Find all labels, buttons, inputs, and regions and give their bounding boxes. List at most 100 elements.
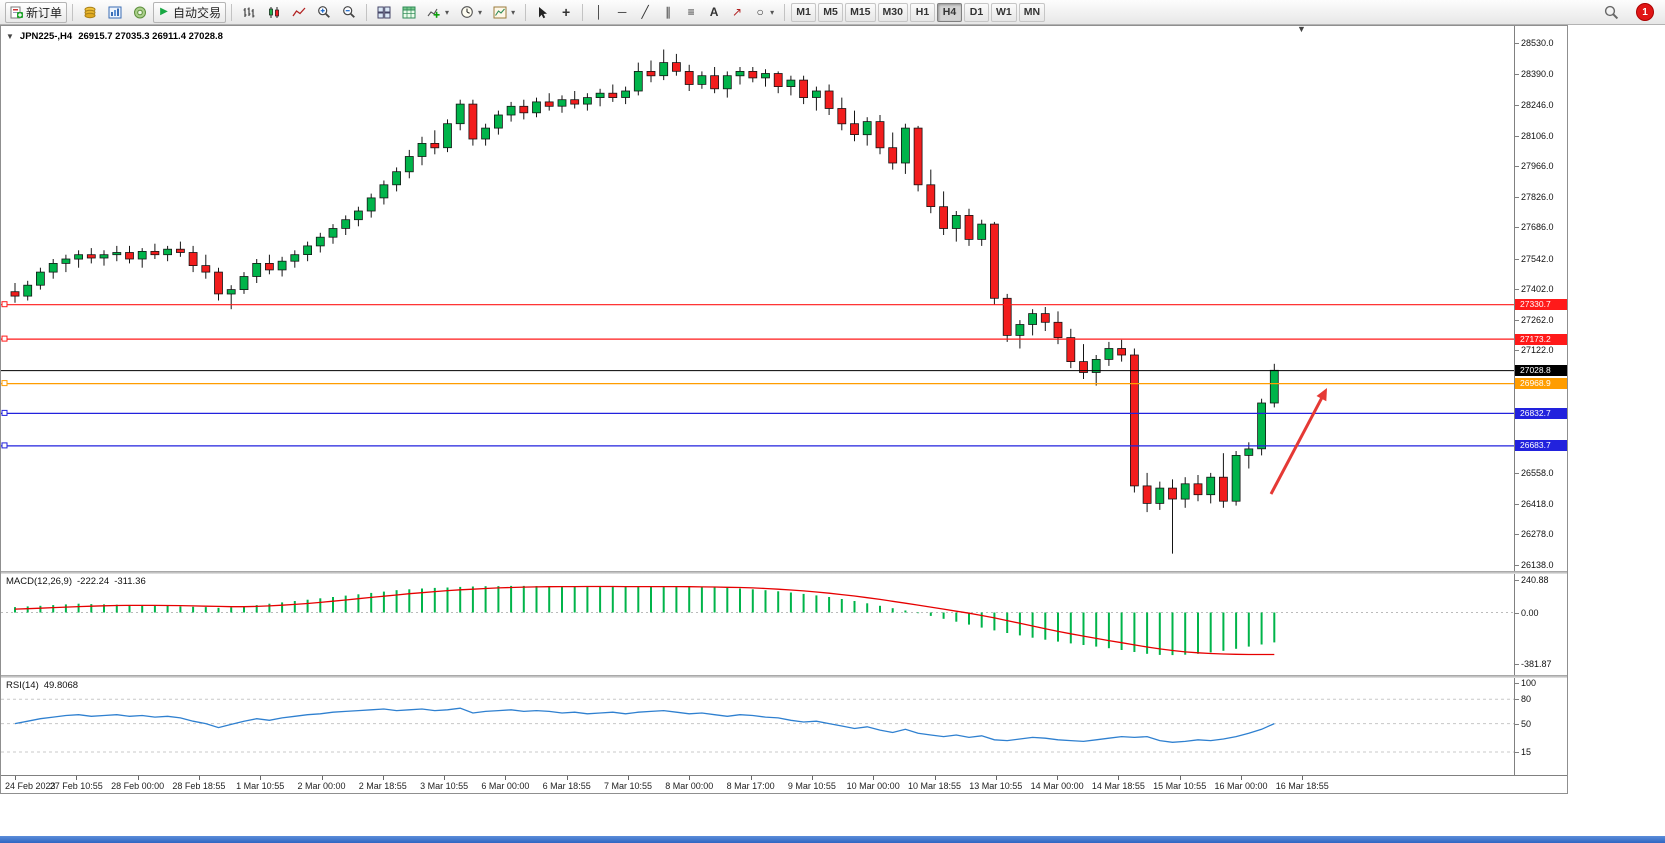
new-chart-button[interactable] [103, 2, 127, 23]
time-axis-tick [1241, 776, 1242, 780]
candle [36, 267, 45, 290]
periods-button[interactable]: ▾ [455, 2, 487, 23]
time-axis-tick [1179, 776, 1181, 780]
one-click-trading-toggle[interactable]: ▼ [6, 32, 14, 41]
main-toolbar: 新订单 ▶ 自动交易 [0, 0, 1665, 25]
new-order-button[interactable]: 新订单 [5, 1, 68, 23]
auto-trading-button[interactable]: ▶ 自动交易 [153, 1, 227, 23]
candle [519, 99, 529, 120]
navigator-icon [134, 6, 147, 18]
price-chart-canvas[interactable] [1, 26, 1514, 571]
trend-arrow-annotation[interactable] [1269, 394, 1325, 495]
horizontal-line-button[interactable]: ─ [611, 2, 633, 23]
time-axis-label: 9 Mar 10:55 [787, 781, 836, 791]
market-watch-button[interactable] [78, 2, 102, 23]
channel-button[interactable]: ∥ [657, 2, 679, 23]
time-axis[interactable]: 24 Feb 2023 27 Feb 10:55 28 Feb 00:00 28 Fe… [1, 775, 1567, 793]
line-chart-mode-button[interactable] [287, 2, 311, 23]
toolbar-separator [582, 3, 584, 21]
template-icon [493, 6, 507, 18]
timeframe-button-m5[interactable]: M5 [818, 2, 844, 22]
timeframe-button-m15[interactable]: M15 [845, 2, 876, 22]
time-axis-label: 1 Mar 10:55 [236, 781, 285, 791]
rsi-axis[interactable]: 100 80 50 15 [1514, 678, 1567, 775]
price-axis-tick [1515, 564, 1519, 566]
vertical-line-button[interactable]: │ [588, 2, 610, 23]
candle [430, 130, 440, 155]
text-tool-button[interactable]: A [703, 2, 725, 23]
timeframe-button-m30[interactable]: M30 [877, 2, 908, 22]
time-axis-tick [934, 776, 936, 780]
cursor-button[interactable] [531, 2, 554, 23]
line-anchor[interactable] [1, 335, 8, 342]
candle [710, 67, 719, 94]
timeframe-button-h4[interactable]: H4 [936, 2, 962, 22]
candle [112, 245, 122, 262]
macd-signal-line [14, 585, 1275, 656]
zoom-in-icon [318, 6, 330, 18]
time-axis-tick [1118, 776, 1120, 780]
candle [799, 75, 808, 105]
pane-splitter[interactable] [1, 571, 1567, 574]
trendline-button[interactable]: ╱ [634, 2, 656, 23]
candle [748, 67, 758, 83]
zoom-out-button[interactable] [337, 2, 361, 23]
macd-axis-label: 240.88 [1521, 575, 1549, 585]
timeframe-button-h1[interactable]: H1 [909, 2, 935, 22]
line-anchor[interactable] [1, 380, 8, 387]
time-axis-tick [382, 776, 384, 780]
candle [443, 119, 452, 153]
market-grid-button[interactable] [397, 2, 421, 23]
time-axis-label: 16 Mar 18:55 [1275, 781, 1329, 791]
fibonacci-button[interactable]: ≡ [680, 2, 702, 23]
line-anchor[interactable] [1, 442, 8, 449]
chart-shift-marker[interactable]: ▼ [1297, 26, 1306, 34]
templates-button[interactable]: ▾ [488, 2, 520, 23]
price-axis-label: 26418.0 [1521, 498, 1554, 509]
rsi-axis-tick [1515, 723, 1519, 725]
rsi-line [14, 707, 1275, 743]
line-anchor[interactable] [1, 409, 8, 416]
macd-label: MACD(12,26,9) -222.24 -311.36 [6, 576, 146, 587]
time-axis-label: 10 Mar 00:00 [846, 781, 900, 791]
candle [1168, 479, 1177, 554]
candle [557, 95, 567, 113]
candle [812, 86, 821, 111]
timeframe-button-m1[interactable]: M1 [791, 2, 817, 22]
price-axis-tick [1515, 104, 1519, 106]
timeframe-button-d1[interactable]: D1 [963, 2, 989, 22]
timeframe-button-w1[interactable]: W1 [990, 2, 1017, 22]
price-axis-tick [1515, 503, 1519, 505]
rsi-label: RSI(14) 49.8068 [6, 680, 78, 691]
indicators-button[interactable]: ▾ [422, 2, 454, 23]
candle [23, 280, 33, 301]
rsi-canvas[interactable] [1, 678, 1514, 775]
search-button[interactable] [1599, 2, 1624, 23]
bar-chart-mode-button[interactable] [237, 2, 261, 23]
candle [455, 99, 465, 131]
crosshair-button[interactable]: + [555, 2, 577, 23]
arrow-tool-button[interactable]: ↗ [726, 2, 748, 23]
search-icon [1604, 5, 1619, 19]
macd-axis[interactable]: 240.88 0.00 -381.87 [1514, 574, 1567, 675]
candle [1257, 398, 1266, 456]
time-axis-label: 6 Mar 18:55 [542, 781, 591, 791]
shapes-button[interactable]: ○ ▾ [749, 2, 779, 23]
price-axis[interactable]: 28530.0 28390.0 28246.0 28106.0 27966.0 27826… [1514, 26, 1567, 571]
line-anchor[interactable] [1, 301, 8, 308]
timeframe-button-mn[interactable]: MN [1018, 2, 1046, 22]
candle [226, 285, 236, 310]
price-axis-tick [1515, 166, 1519, 168]
macd-pane: MACD(12,26,9) -222.24 -311.36 240.88 0.00… [1, 574, 1567, 675]
navigator-button[interactable] [128, 2, 152, 23]
macd-canvas[interactable] [1, 574, 1514, 675]
market-grid-icon [402, 6, 416, 18]
candlestick-mode-button[interactable] [262, 2, 286, 23]
zoom-in-button[interactable] [312, 2, 336, 23]
price-axis-tick [1515, 319, 1519, 321]
candle [74, 250, 83, 268]
price-axis-label: 27122.0 [1521, 345, 1554, 356]
pane-splitter[interactable] [1, 675, 1567, 678]
tile-windows-button[interactable] [372, 2, 396, 23]
notification-badge[interactable]: 1 [1636, 3, 1654, 21]
